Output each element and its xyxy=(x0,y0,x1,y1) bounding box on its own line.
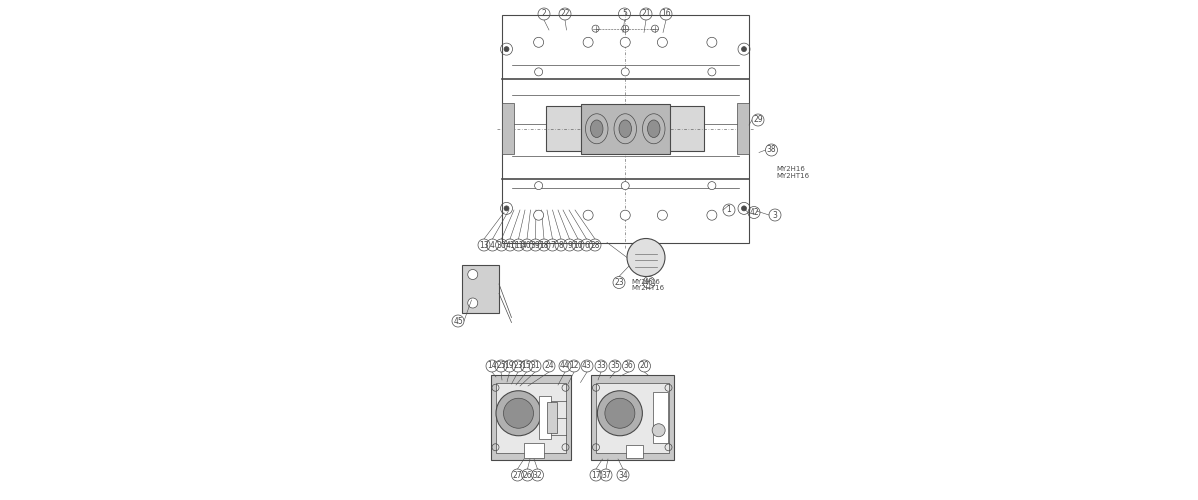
Circle shape xyxy=(504,46,509,52)
Circle shape xyxy=(496,391,541,436)
Text: 11: 11 xyxy=(514,240,524,250)
Text: 21: 21 xyxy=(641,10,651,18)
Circle shape xyxy=(658,38,667,48)
Bar xyxy=(581,104,670,154)
Text: 46: 46 xyxy=(645,278,654,287)
Text: 39: 39 xyxy=(531,240,540,250)
Bar xyxy=(737,104,749,154)
Circle shape xyxy=(533,38,544,48)
Text: 12: 12 xyxy=(569,362,579,370)
Circle shape xyxy=(708,182,716,190)
Text: 32: 32 xyxy=(533,470,543,480)
Circle shape xyxy=(583,38,593,48)
Bar xyxy=(502,15,749,242)
Bar xyxy=(502,104,514,154)
Text: 31: 31 xyxy=(531,362,540,370)
Bar xyxy=(546,402,557,433)
Circle shape xyxy=(621,210,630,220)
Circle shape xyxy=(708,68,716,76)
Circle shape xyxy=(622,182,629,190)
Ellipse shape xyxy=(619,120,631,138)
Text: 38: 38 xyxy=(767,146,776,154)
Text: 10: 10 xyxy=(573,240,582,250)
Circle shape xyxy=(622,68,629,76)
Text: 26: 26 xyxy=(522,470,532,480)
Text: 17: 17 xyxy=(591,470,601,480)
Text: 28: 28 xyxy=(591,240,600,250)
Text: 5: 5 xyxy=(622,10,627,18)
Text: 23: 23 xyxy=(513,362,522,370)
Text: 42: 42 xyxy=(749,208,758,217)
Text: 45: 45 xyxy=(453,316,462,326)
Circle shape xyxy=(534,68,543,76)
Text: 20: 20 xyxy=(640,362,649,370)
Text: 8: 8 xyxy=(558,240,563,250)
Text: 25: 25 xyxy=(496,362,506,370)
Text: 9: 9 xyxy=(567,240,571,250)
Text: 29: 29 xyxy=(754,116,763,124)
Text: 44: 44 xyxy=(561,362,570,370)
Circle shape xyxy=(605,398,635,428)
Bar xyxy=(625,445,643,458)
Text: 15: 15 xyxy=(521,362,531,370)
Text: 35: 35 xyxy=(610,362,619,370)
Circle shape xyxy=(621,38,630,48)
Circle shape xyxy=(598,391,642,436)
Text: 30: 30 xyxy=(497,240,507,250)
Text: 34: 34 xyxy=(618,470,628,480)
Circle shape xyxy=(467,270,478,280)
Bar xyxy=(591,375,673,460)
Circle shape xyxy=(627,238,665,277)
Text: 2: 2 xyxy=(541,10,546,18)
Text: MY2H16
MY2HT16: MY2H16 MY2HT16 xyxy=(631,278,665,291)
Circle shape xyxy=(583,210,593,220)
Text: 7: 7 xyxy=(550,240,555,250)
Bar xyxy=(546,106,704,152)
Circle shape xyxy=(504,206,509,211)
Circle shape xyxy=(707,210,716,220)
Ellipse shape xyxy=(591,120,603,138)
Circle shape xyxy=(658,210,667,220)
Text: 22: 22 xyxy=(561,10,570,18)
Text: 1: 1 xyxy=(727,206,731,214)
Text: MY2H16
MY2HT16: MY2H16 MY2HT16 xyxy=(776,166,810,179)
Text: 23: 23 xyxy=(615,278,624,287)
Text: 24: 24 xyxy=(544,362,553,370)
Text: 37: 37 xyxy=(601,470,611,480)
Circle shape xyxy=(467,298,478,308)
Circle shape xyxy=(503,398,533,428)
Text: 33: 33 xyxy=(597,362,606,370)
Text: 16: 16 xyxy=(661,10,671,18)
Text: 6: 6 xyxy=(585,240,589,250)
Bar xyxy=(538,396,551,439)
Text: 3: 3 xyxy=(773,210,778,220)
Text: 43: 43 xyxy=(582,362,592,370)
Circle shape xyxy=(533,210,544,220)
Bar xyxy=(461,265,500,312)
Text: 4: 4 xyxy=(490,240,495,250)
Circle shape xyxy=(652,424,665,437)
Bar xyxy=(496,382,565,452)
Text: 14: 14 xyxy=(488,362,497,370)
Ellipse shape xyxy=(647,120,660,138)
Text: 40: 40 xyxy=(522,240,532,250)
Circle shape xyxy=(707,38,716,48)
Circle shape xyxy=(742,46,746,52)
Bar xyxy=(653,392,667,443)
Text: 27: 27 xyxy=(513,470,522,480)
Text: 36: 36 xyxy=(624,362,634,370)
Text: 41: 41 xyxy=(506,240,515,250)
Text: 18: 18 xyxy=(539,240,549,250)
Circle shape xyxy=(534,182,543,190)
Bar xyxy=(490,375,570,460)
Bar xyxy=(595,382,668,452)
Circle shape xyxy=(742,206,746,211)
Text: 13: 13 xyxy=(479,240,489,250)
Bar xyxy=(524,442,544,458)
Text: 19: 19 xyxy=(504,362,514,370)
